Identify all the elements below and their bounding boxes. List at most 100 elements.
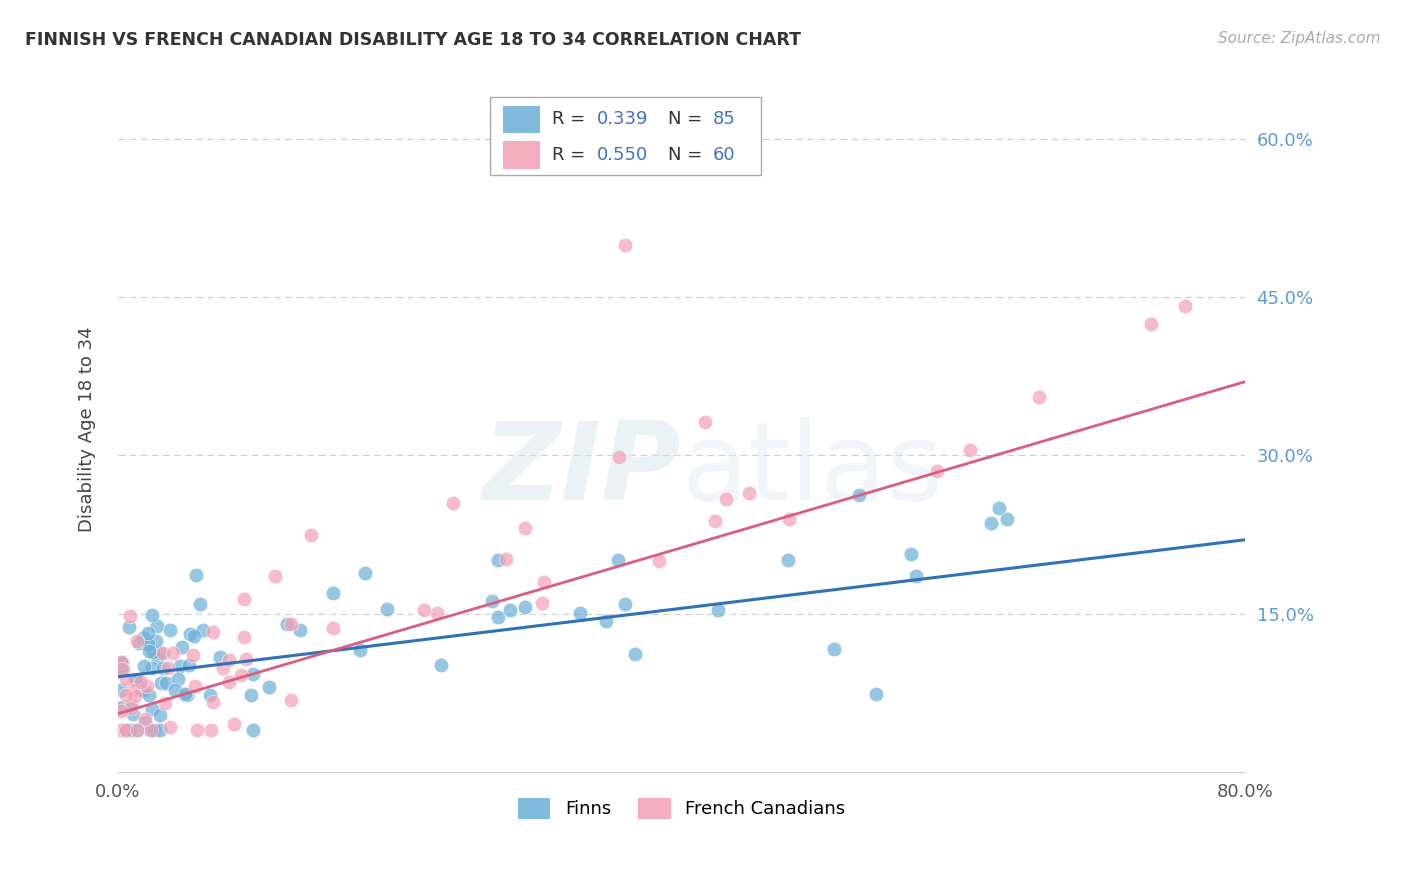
Point [149,707,172,722]
Point [124,690,146,704]
Point [111,700,134,714]
Point [146,649,169,664]
Point [153,696,176,710]
Point [110,655,132,669]
Point [425,607,447,621]
Point [201,695,224,709]
Text: 60: 60 [713,146,735,164]
Point [823,642,845,657]
Point [139,723,162,737]
Point [231,667,253,681]
Point [569,606,592,620]
Point [188,597,211,611]
Point [148,723,170,737]
Point [848,488,870,502]
Point [120,698,142,712]
Point [138,688,160,702]
Text: atlas: atlas [682,417,943,524]
Point [430,657,453,672]
Point [513,600,536,615]
Point [183,629,205,643]
Point [191,623,214,637]
Point [695,415,717,429]
Point [110,723,132,737]
Point [110,662,132,676]
Point [115,723,138,737]
Point [288,623,311,637]
Text: N =: N = [668,146,709,164]
Point [198,688,221,702]
Point [110,660,132,674]
Point [129,675,152,690]
Point [865,687,887,701]
Point [134,715,156,730]
Point [142,645,165,659]
Point [499,603,522,617]
Point [515,521,537,535]
Point [115,689,138,703]
Point [900,547,922,561]
Point [354,566,377,581]
Point [186,723,208,737]
Text: FINNISH VS FRENCH CANADIAN DISABILITY AGE 18 TO 34 CORRELATION CHART: FINNISH VS FRENCH CANADIAN DISABILITY AG… [25,31,801,49]
Point [413,603,436,617]
Point [980,516,1002,531]
Point [120,723,142,737]
Point [778,553,800,567]
Legend: Finns, French Canadians: Finns, French Canadians [509,789,855,828]
Text: 0.339: 0.339 [598,111,648,128]
Point [131,683,153,698]
Point [1140,318,1163,332]
Point [132,632,155,646]
Point [122,682,145,697]
Point [200,723,222,737]
Point [927,464,949,478]
Point [163,683,186,698]
Point [209,649,232,664]
Point [276,616,298,631]
Point [905,569,928,583]
Point [778,512,800,526]
Point [704,515,727,529]
Point [533,575,555,590]
Point [647,553,669,567]
Point [624,647,647,661]
Point [121,706,143,721]
Point [299,528,322,542]
Point [125,723,148,737]
Text: R =: R = [553,111,591,128]
Point [145,634,167,648]
Point [159,623,181,637]
Point [138,643,160,657]
Point [181,648,204,662]
Point [738,486,761,500]
Point [232,592,254,607]
Point [242,666,264,681]
Bar [503,105,540,133]
Point [118,609,141,624]
Point [167,672,190,686]
Point [136,637,159,651]
Point [179,626,201,640]
Text: Source: ZipAtlas.com: Source: ZipAtlas.com [1218,31,1381,46]
Point [322,586,344,600]
Point [495,551,517,566]
Point [124,673,146,687]
Point [111,655,134,669]
Point [170,640,193,654]
Point [112,662,135,676]
Point [322,621,344,635]
Point [707,602,730,616]
FancyBboxPatch shape [489,96,761,176]
Point [125,673,148,688]
Point [132,683,155,698]
Point [118,620,141,634]
Point [136,626,159,640]
Point [134,712,156,726]
Point [218,653,240,667]
Point [257,681,280,695]
Bar [503,141,540,169]
Point [125,723,148,737]
Point [995,512,1018,526]
Point [159,720,181,734]
